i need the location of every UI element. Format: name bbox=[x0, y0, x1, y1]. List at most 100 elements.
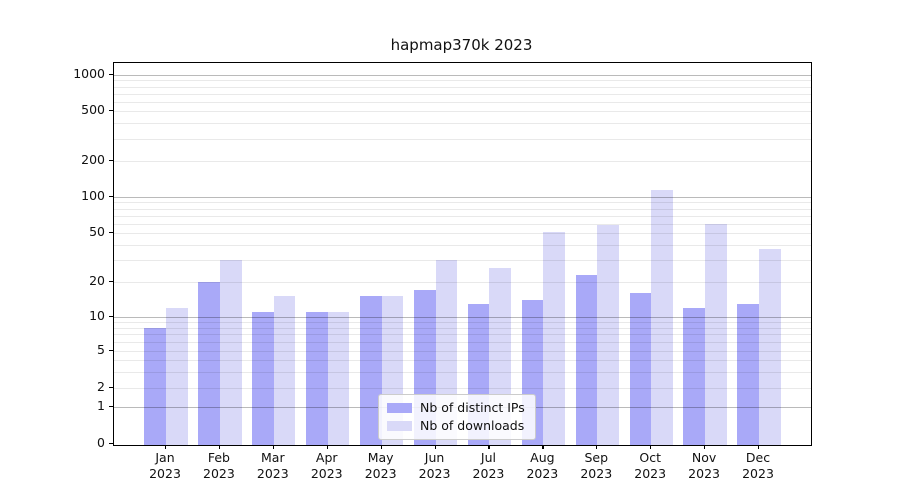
y-tick-label-5: 5 bbox=[97, 342, 105, 357]
y-tick-label-0: 0 bbox=[97, 435, 105, 450]
gridline-minor bbox=[114, 360, 811, 361]
y-tick-label-2: 2 bbox=[97, 379, 105, 394]
y-tick-label-50: 50 bbox=[89, 224, 105, 239]
gridline-major bbox=[114, 75, 811, 76]
x-tick-label-aug: Aug 2023 bbox=[526, 450, 559, 481]
x-tick-mark bbox=[380, 445, 382, 449]
gridline-minor bbox=[114, 233, 811, 234]
gridline-minor bbox=[114, 80, 811, 82]
gridline-minor bbox=[114, 215, 811, 217]
x-tick-mark bbox=[272, 445, 274, 449]
y-tick-mark bbox=[109, 315, 113, 317]
y-tick-label-100: 100 bbox=[81, 188, 105, 203]
x-tick-label-jan: Jan 2023 bbox=[149, 450, 181, 481]
bar-distinct-ips-dec bbox=[737, 303, 759, 445]
y-tick-label-200: 200 bbox=[81, 152, 105, 167]
gridline-minor bbox=[114, 202, 811, 204]
chart-title: hapmap370k 2023 bbox=[390, 36, 533, 54]
x-tick-label-apr: Apr 2023 bbox=[310, 450, 343, 481]
x-tick-mark bbox=[326, 445, 328, 449]
gridline-minor bbox=[114, 208, 811, 210]
legend-swatch-icon bbox=[387, 421, 412, 431]
x-tick-label-nov: Nov 2023 bbox=[688, 450, 720, 481]
x-tick-mark bbox=[704, 445, 706, 449]
gridline-minor bbox=[114, 123, 811, 125]
x-tick-label-dec: Dec 2023 bbox=[742, 450, 774, 481]
bar-downloads-dec bbox=[759, 249, 781, 445]
bar-downloads-jan bbox=[166, 307, 188, 445]
legend-label: Nb of downloads bbox=[420, 418, 525, 433]
x-tick-label-feb: Feb 2023 bbox=[203, 450, 235, 481]
legend-label: Nb of distinct IPs bbox=[420, 400, 525, 415]
x-tick-mark bbox=[218, 445, 221, 449]
bar-distinct-ips-sep bbox=[575, 274, 598, 445]
gridline-minor bbox=[114, 321, 811, 323]
x-tick-mark bbox=[165, 445, 167, 449]
bar-distinct-ips-may bbox=[360, 296, 382, 445]
legend-item-distinct-ips: Nb of distinct IPs bbox=[387, 401, 525, 415]
y-tick-mark bbox=[109, 406, 113, 408]
x-tick-label-may: May 2023 bbox=[364, 450, 397, 481]
plot-area: Nb of distinct IPs Nb of downloads bbox=[113, 62, 812, 446]
gridline-minor bbox=[114, 282, 811, 283]
gridline-minor bbox=[114, 327, 811, 329]
gridline-minor bbox=[114, 138, 811, 140]
legend: Nb of distinct IPs Nb of downloads bbox=[378, 394, 536, 440]
y-tick-mark bbox=[109, 387, 113, 389]
gridline-minor bbox=[114, 86, 811, 88]
gridline-minor bbox=[114, 161, 811, 162]
x-tick-label-oct: Oct 2023 bbox=[634, 450, 667, 481]
bar-downloads-nov bbox=[705, 223, 727, 445]
gridline-minor bbox=[114, 388, 811, 389]
legend-swatch-icon bbox=[387, 403, 412, 413]
y-tick-label-500: 500 bbox=[81, 102, 105, 117]
bar-distinct-ips-nov bbox=[683, 307, 706, 445]
y-tick-mark bbox=[109, 160, 113, 162]
y-tick-mark bbox=[109, 232, 113, 234]
gridline-minor bbox=[114, 111, 811, 112]
y-tick-label-1: 1 bbox=[97, 398, 105, 413]
y-tick-label-10: 10 bbox=[89, 307, 105, 323]
x-tick-mark bbox=[596, 445, 598, 449]
x-tick-mark bbox=[758, 445, 760, 449]
gridline-minor bbox=[114, 260, 811, 262]
bar-downloads-oct bbox=[651, 189, 673, 445]
y-tick-mark bbox=[109, 443, 113, 445]
y-tick-label-1000: 1000 bbox=[73, 66, 105, 81]
bar-distinct-ips-mar bbox=[252, 311, 274, 445]
gridline-minor bbox=[114, 334, 811, 336]
x-tick-mark bbox=[488, 445, 490, 449]
bar-distinct-ips-apr bbox=[306, 311, 328, 445]
gridline-minor bbox=[114, 223, 811, 225]
bar-downloads-apr bbox=[327, 311, 350, 445]
x-tick-mark bbox=[650, 445, 652, 449]
bar-downloads-sep bbox=[597, 225, 619, 445]
y-tick-mark bbox=[109, 350, 113, 352]
bar-distinct-ips-jan bbox=[144, 327, 166, 445]
x-tick-label-sep: Sep 2023 bbox=[580, 450, 613, 481]
legend-item-downloads: Nb of downloads bbox=[387, 419, 525, 433]
bar-downloads-feb bbox=[219, 260, 242, 445]
gridline-minor bbox=[114, 341, 811, 343]
x-tick-label-mar: Mar 2023 bbox=[256, 450, 289, 481]
gridline-minor bbox=[114, 93, 811, 95]
x-tick-label-jun: Jun 2023 bbox=[418, 450, 451, 481]
x-tick-mark bbox=[542, 445, 544, 449]
gridline-major bbox=[114, 197, 811, 198]
y-tick-mark bbox=[109, 281, 113, 283]
y-tick-label-20: 20 bbox=[89, 273, 105, 288]
x-tick-mark bbox=[434, 445, 436, 449]
x-tick-label-jul: Jul 2023 bbox=[472, 450, 505, 481]
gridline-minor bbox=[114, 351, 811, 352]
gridline-major bbox=[114, 316, 811, 318]
y-tick-mark bbox=[109, 196, 113, 198]
gridline-minor bbox=[114, 371, 811, 373]
bar-downloads-aug bbox=[543, 231, 565, 445]
gridline-minor bbox=[114, 101, 811, 103]
bar-distinct-ips-feb bbox=[198, 282, 220, 445]
gridline-minor bbox=[114, 244, 811, 246]
y-tick-mark bbox=[109, 74, 113, 76]
y-tick-mark bbox=[109, 110, 113, 112]
bar-downloads-mar bbox=[273, 296, 296, 445]
